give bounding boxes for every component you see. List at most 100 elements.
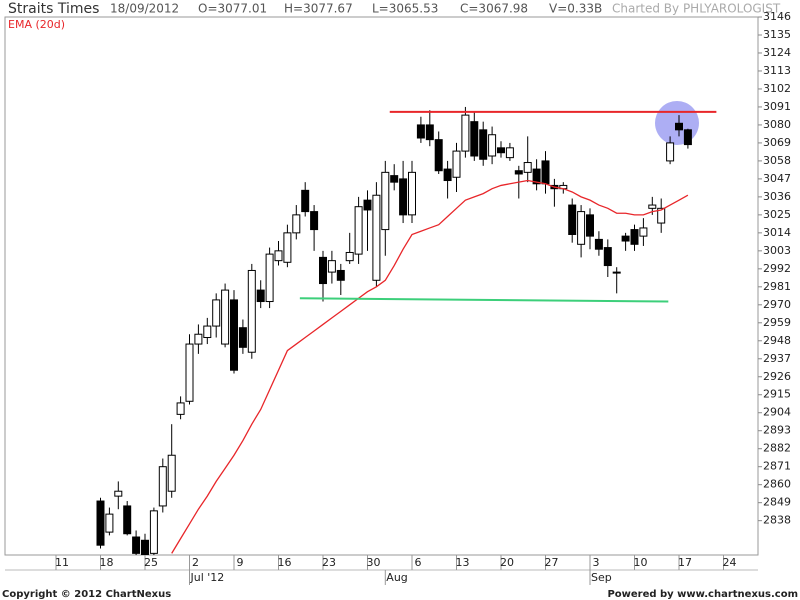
header-open: O=3077.01 bbox=[198, 2, 267, 16]
candle-body bbox=[612, 271, 621, 274]
candle-body bbox=[327, 260, 336, 273]
y-tick-label: 2926 bbox=[763, 370, 791, 383]
candle-body bbox=[568, 204, 577, 235]
candle-body bbox=[479, 129, 488, 160]
candle-body bbox=[586, 214, 594, 237]
candle-body bbox=[416, 124, 425, 139]
y-tick-label: 2915 bbox=[763, 388, 791, 401]
candle-body bbox=[105, 513, 114, 533]
y-tick-label: 3003 bbox=[763, 244, 791, 257]
candle-body bbox=[265, 253, 274, 303]
header-close: C=3067.98 bbox=[460, 2, 528, 16]
x-tick-label: 25 bbox=[144, 556, 158, 569]
candle-body bbox=[532, 168, 541, 185]
y-tick-label: 2849 bbox=[763, 496, 791, 509]
y-tick-label: 3047 bbox=[763, 172, 791, 185]
y-tick-label: 2860 bbox=[763, 478, 791, 491]
candle-body bbox=[354, 206, 363, 255]
y-tick-label: 3080 bbox=[763, 118, 791, 131]
candle-body bbox=[381, 171, 390, 231]
candle-body bbox=[621, 235, 630, 242]
y-tick-label: 3069 bbox=[763, 136, 791, 149]
candle-body bbox=[123, 505, 132, 535]
y-tick-label: 2970 bbox=[763, 298, 791, 311]
candle-body bbox=[96, 500, 105, 546]
candle-body bbox=[639, 227, 648, 237]
candle-body bbox=[603, 247, 612, 267]
candle-body bbox=[132, 536, 141, 554]
candle-body bbox=[630, 229, 639, 245]
candle-body bbox=[114, 490, 123, 497]
candle-body bbox=[203, 325, 212, 339]
candle-body bbox=[274, 250, 283, 262]
y-tick-label: 3058 bbox=[763, 154, 791, 167]
candle-body bbox=[363, 199, 372, 211]
y-tick-label: 2948 bbox=[763, 334, 791, 347]
y-tick-label: 3135 bbox=[763, 28, 791, 41]
y-tick-label: 2992 bbox=[763, 262, 791, 275]
y-tick-label: 2937 bbox=[763, 352, 791, 365]
candle-body bbox=[577, 211, 586, 245]
candle-body bbox=[675, 122, 683, 131]
candle-body bbox=[514, 170, 523, 175]
candle-body bbox=[149, 510, 158, 554]
candle-body bbox=[185, 343, 194, 402]
candle-body bbox=[505, 147, 514, 159]
y-tick-label: 2904 bbox=[763, 406, 791, 419]
candle-body bbox=[247, 269, 256, 353]
candle-body bbox=[594, 238, 603, 250]
month-label: Jul '12 bbox=[190, 571, 225, 584]
candle-body bbox=[167, 454, 176, 492]
footer-copyright: Copyright © 2012 ChartNexus bbox=[2, 589, 171, 600]
candle-body bbox=[336, 269, 345, 281]
candle-body bbox=[345, 251, 354, 262]
y-tick-label: 3124 bbox=[763, 46, 791, 59]
candle-body bbox=[657, 207, 666, 224]
candle-body bbox=[488, 134, 497, 157]
x-tick-label: 10 bbox=[634, 556, 648, 569]
candle-body bbox=[434, 139, 443, 172]
candle-body bbox=[452, 150, 461, 178]
candle-body bbox=[648, 204, 657, 209]
plot-area bbox=[4, 16, 759, 556]
candle-body bbox=[238, 327, 247, 348]
plot bbox=[96, 106, 717, 555]
y-tick-label: 3146 bbox=[763, 10, 791, 23]
y-tick-label: 2893 bbox=[763, 424, 791, 437]
y-tick-label: 3102 bbox=[763, 82, 791, 95]
candle-body bbox=[176, 402, 185, 415]
y-tick-label: 2981 bbox=[763, 280, 791, 293]
x-tick-label: 17 bbox=[678, 556, 692, 569]
month-label: Aug bbox=[386, 571, 407, 584]
y-tick-label: 2882 bbox=[763, 442, 791, 455]
y-tick-label: 3036 bbox=[763, 190, 791, 203]
y-tick-label: 2959 bbox=[763, 316, 791, 329]
legend-ema: EMA (20d) bbox=[8, 18, 65, 31]
candle-body bbox=[390, 175, 399, 183]
candle-body bbox=[292, 214, 301, 234]
y-tick-label: 3091 bbox=[763, 100, 791, 113]
x-tick-label: 30 bbox=[367, 556, 381, 569]
x-tick-label: 13 bbox=[456, 556, 470, 569]
footer-powered: Powered by www.chartnexus.com bbox=[607, 589, 798, 600]
ema-line bbox=[171, 179, 689, 554]
candle-body bbox=[230, 299, 238, 371]
candle-body bbox=[221, 289, 230, 345]
candle-body bbox=[541, 160, 550, 185]
candle-body bbox=[461, 114, 470, 152]
trendline bbox=[299, 297, 669, 303]
x-tick-label: 11 bbox=[55, 556, 69, 569]
candle-body bbox=[319, 256, 327, 285]
x-tick-label: 3 bbox=[593, 556, 600, 569]
header-high: H=3077.67 bbox=[284, 2, 353, 16]
y-tick-label: 3113 bbox=[763, 64, 791, 77]
candle-body bbox=[443, 168, 452, 182]
header-low: L=3065.53 bbox=[372, 2, 438, 16]
month-label: Sep bbox=[591, 571, 612, 584]
candle-body bbox=[470, 121, 479, 157]
x-tick-label: 18 bbox=[100, 556, 114, 569]
candle-body bbox=[141, 539, 149, 555]
candle-body bbox=[212, 299, 221, 327]
